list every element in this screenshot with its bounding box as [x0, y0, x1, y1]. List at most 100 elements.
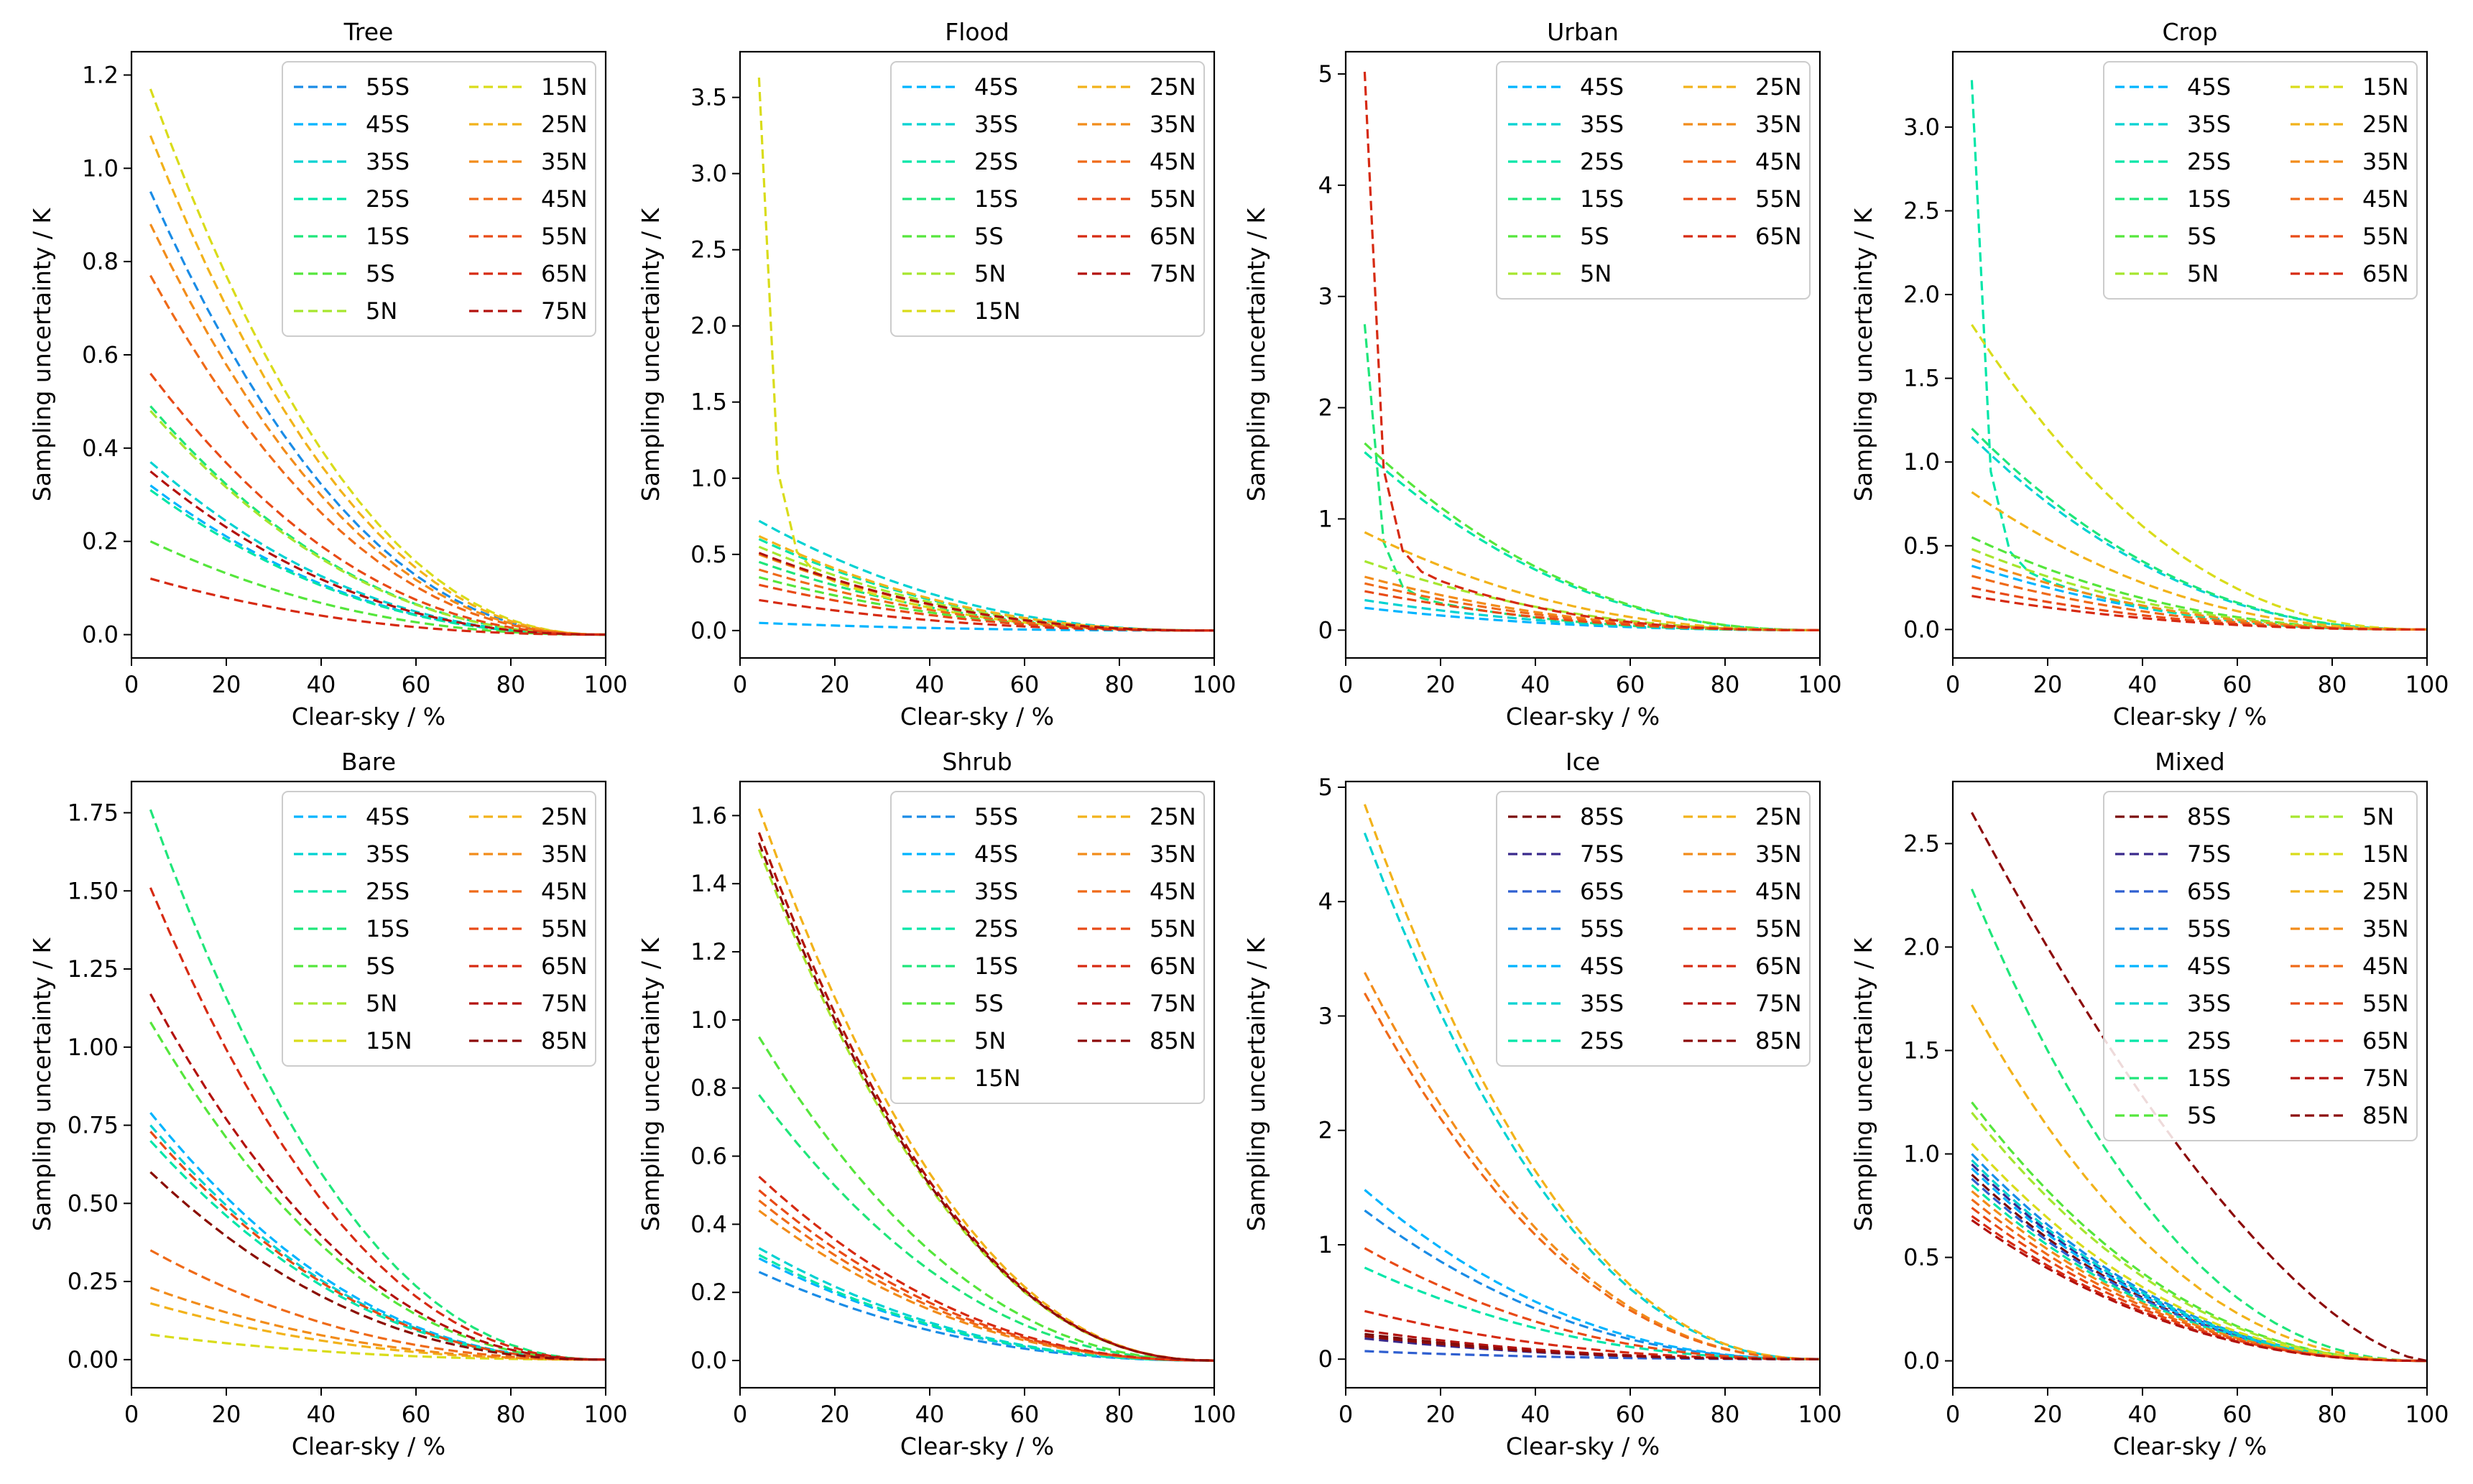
y-tick-label: 0.4: [82, 435, 119, 462]
series-line-15S: [1970, 889, 2428, 1363]
subplot-crop: 0 20 40 60 80 100 0.0 0.5 1.0 1.5 2.0 2.5 3.0 Crop Cle…: [1849, 18, 2449, 731]
y-tick-label: 0: [1318, 616, 1333, 644]
legend-label-25N: 25N: [1755, 73, 1802, 101]
legend-label-15N: 15N: [366, 1027, 412, 1054]
x-tick-label: 40: [2128, 1401, 2158, 1428]
axes-frame: [739, 780, 1216, 1389]
legend-label-5N: 5N: [974, 1027, 1006, 1054]
subplot-title: Ice: [1566, 748, 1600, 776]
x-tick-label: 60: [1616, 671, 1645, 698]
series-line-75N: [1971, 1219, 2428, 1363]
x-axis-label: Clear-sky / %: [292, 702, 445, 731]
series-line-65N: [758, 1175, 1215, 1362]
legend: 85S 75S 65S 55S 45S 35S 25S 25N 35N 45N 55N 65N 75N 8…: [1496, 791, 1811, 1067]
series-line-35S: [1363, 833, 1821, 1360]
axes-frame: [1951, 50, 2428, 659]
legend-label-75N: 75N: [1755, 990, 1802, 1017]
series-line-35N: [149, 1286, 606, 1361]
legend-label-5S: 5S: [1580, 223, 1609, 250]
y-tick-label: 1.4: [690, 870, 727, 897]
legend-label-45S: 45S: [2187, 952, 2231, 980]
y-tick-label: 0.75: [68, 1112, 119, 1139]
series-line-55N: [1972, 586, 2428, 631]
series-line-25S: [1970, 80, 2428, 631]
series-line-35S: [758, 1247, 1215, 1362]
subplot-flood: 0 20 40 60 80 100 0.0 0.5 1.0 1.5 2.0 2.5 3.0 3.5 Floo…: [637, 18, 1236, 731]
series-line-55N: [1364, 590, 1821, 631]
legend-label-25N: 25N: [1150, 803, 1196, 830]
y-tick-label: 1.0: [1903, 448, 1940, 476]
series-line-25N: [1971, 1004, 2428, 1363]
legend-label-25N: 25N: [541, 803, 588, 830]
x-tick-label: 80: [496, 1401, 526, 1428]
x-axis-label: Clear-sky / %: [900, 702, 1054, 731]
x-tick-label: 0: [1946, 671, 1960, 698]
y-tick-label: 2: [1318, 1117, 1333, 1144]
x-tick-label: 40: [2128, 671, 2158, 698]
legend: 45S 35S 25S 15S 5S 5N 15N 25N 35N 45N 55N 65N 75N: [890, 61, 1205, 337]
legend-label-5S: 5S: [366, 260, 395, 287]
series-line-45S: [1364, 1189, 1821, 1360]
legend-label-65N: 65N: [1150, 952, 1196, 980]
y-tick-label: 1.0: [1903, 1140, 1940, 1167]
legend-label-25S: 25S: [974, 148, 1018, 175]
y-tick-label: 1.2: [82, 61, 119, 88]
y-tick-label: 2.0: [690, 312, 727, 340]
series-line-5N: [1364, 560, 1821, 631]
legend-label-65N: 65N: [1755, 223, 1802, 250]
y-tick-label: 0.5: [690, 541, 727, 568]
y-axis-label: Sampling uncertainty / K: [28, 208, 56, 502]
axes-frame: [1344, 50, 1821, 659]
y-tick-label: 0.4: [690, 1210, 727, 1238]
x-tick-label: 100: [583, 671, 627, 698]
series-line-35S: [758, 519, 1215, 632]
subplot-ice: 0 20 40 60 80 100 0 1 2 3 4 5 Ice Clear-sky / % Sampli…: [1242, 748, 1842, 1460]
x-tick-label: 80: [1711, 671, 1740, 698]
legend-label-45S: 45S: [1580, 73, 1624, 101]
series-line-25S: [1971, 1184, 2428, 1363]
y-axis-label: Sampling uncertainty / K: [1849, 208, 1877, 502]
legend-label-15N: 15N: [974, 297, 1021, 325]
legend-label-5N: 5N: [2362, 803, 2394, 830]
y-tick-label: 1.0: [82, 154, 119, 182]
series-line-5N: [149, 1171, 606, 1361]
legend-label-35S: 35S: [974, 878, 1018, 905]
legend-label-65N: 65N: [541, 952, 588, 980]
series-line-35N: [1363, 972, 1821, 1360]
y-tick-label: 1.6: [690, 802, 727, 829]
x-tick-label: 60: [402, 1401, 431, 1428]
subplot-title: Tree: [343, 18, 394, 46]
x-tick-label: 60: [2223, 671, 2252, 698]
legend-label-55N: 55N: [1150, 185, 1196, 213]
y-tick-label: 5: [1318, 60, 1333, 88]
series-line-75N: [758, 552, 1214, 632]
legend-label-55N: 55N: [1755, 185, 1802, 213]
legend-label-5N: 5N: [974, 260, 1006, 287]
legend-label-15S: 15S: [366, 223, 410, 250]
series-line-55N: [149, 1131, 606, 1361]
legend-label-5S: 5S: [974, 990, 1004, 1017]
series-line-25N: [149, 135, 606, 636]
subplot-title: Shrub: [942, 748, 1012, 776]
legend-label-45N: 45N: [1755, 878, 1802, 905]
legend-label-55S: 55S: [366, 73, 410, 101]
series-line-45N: [1364, 992, 1821, 1360]
legend-label-35N: 35N: [2362, 148, 2409, 175]
legend-label-55N: 55N: [2362, 223, 2409, 250]
legend-label-65N: 65N: [1150, 223, 1196, 250]
legend-label-35S: 35S: [974, 111, 1018, 138]
series-line-65S: [1971, 1177, 2428, 1363]
series-line-55N: [149, 373, 606, 636]
legend-label-55S: 55S: [974, 803, 1018, 830]
series-line-65N: [1972, 595, 2428, 631]
y-tick-label: 0.8: [82, 248, 119, 275]
series-line-65N: [149, 887, 606, 1361]
legend: 85S 75S 65S 55S 45S 35S 25S 15S 5S 5N 15N 25N 35N 45N…: [2103, 791, 2418, 1141]
x-tick-label: 40: [1521, 671, 1550, 698]
x-tick-label: 80: [1105, 1401, 1134, 1428]
y-axis-label: Sampling uncertainty / K: [637, 937, 665, 1232]
x-tick-label: 20: [821, 1401, 850, 1428]
y-tick-label: 0.5: [1903, 1244, 1940, 1271]
y-tick-label: 1.50: [68, 877, 119, 904]
legend-label-25N: 25N: [1150, 73, 1196, 101]
